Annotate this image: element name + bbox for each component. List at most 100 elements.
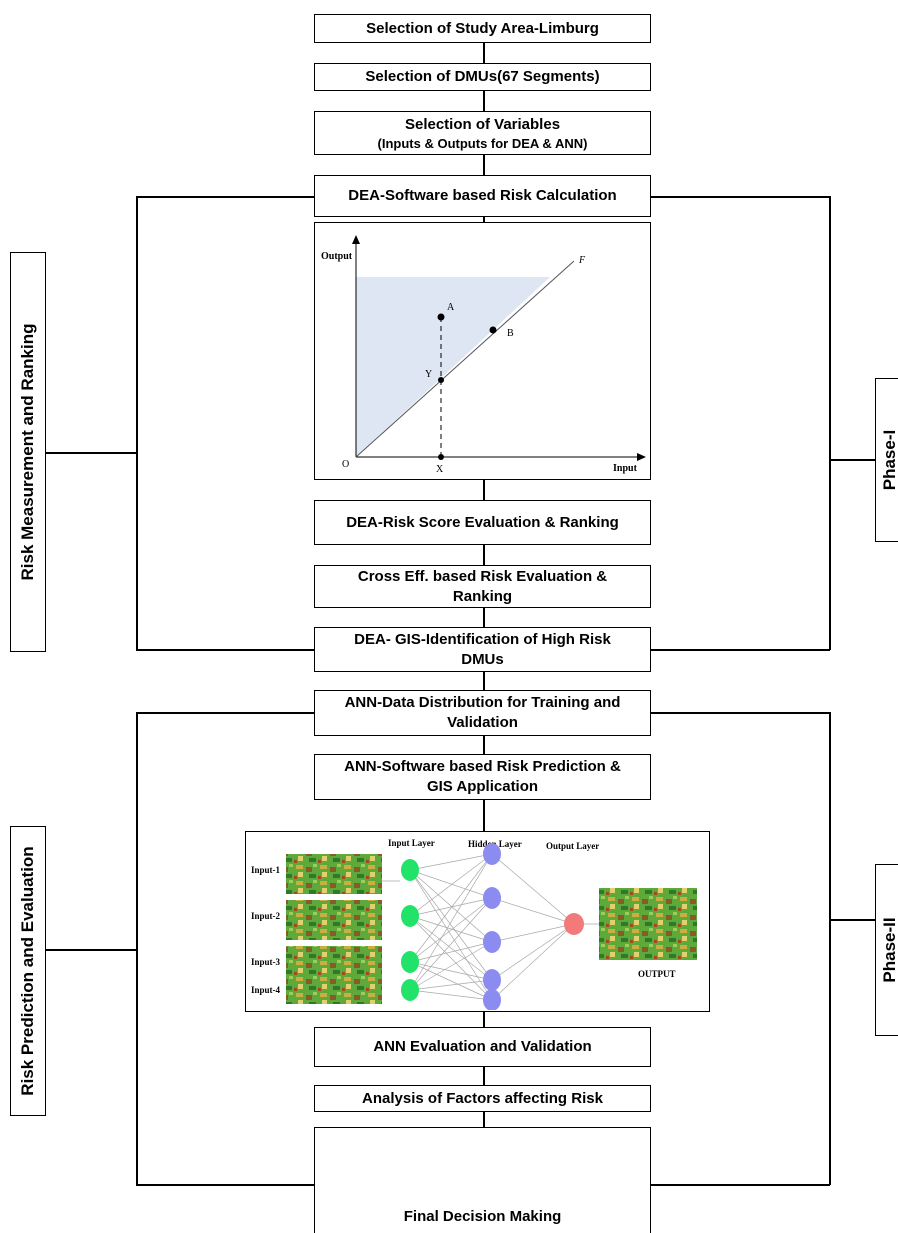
point-b — [489, 326, 497, 334]
network-edge — [409, 941, 493, 991]
bracket-line — [651, 712, 830, 714]
input-label-4: Input-4 — [251, 985, 281, 995]
phase-1-label: Phase-I — [875, 378, 898, 542]
x-axis-label: Input — [613, 463, 638, 474]
bracket-line — [136, 1184, 314, 1186]
neural-network-edges — [382, 853, 599, 1001]
bracket-line — [136, 649, 314, 651]
ann-data-step: ANN-Data Distribution for Training and V… — [314, 690, 651, 736]
point-x — [438, 454, 444, 460]
point-y-label: Y — [425, 369, 432, 380]
network-edge — [409, 915, 493, 1001]
cross-eff-step: Cross Eff. based Risk Evaluation & Ranki… — [314, 565, 651, 608]
input-node — [401, 979, 419, 1001]
risk-measurement-label: Risk Measurement and Ranking — [10, 252, 46, 652]
connector-line — [483, 800, 485, 831]
network-edge — [409, 853, 493, 963]
network-edge — [409, 897, 493, 917]
input-label-1: Input-1 — [251, 865, 281, 875]
network-edge — [409, 897, 493, 991]
network-edge — [409, 979, 493, 991]
hidden-node — [483, 843, 501, 865]
hidden-node — [483, 969, 501, 991]
network-edge — [409, 869, 493, 899]
network-edge — [491, 923, 575, 943]
input-node — [401, 951, 419, 973]
connector-line — [483, 480, 485, 500]
study-area-step: Selection of Study Area-Limburg — [314, 14, 651, 43]
bracket-line — [136, 712, 138, 1185]
bracket-line — [136, 196, 138, 650]
network-edge — [491, 897, 575, 925]
hidden-node — [483, 989, 501, 1010]
network-edge — [409, 941, 493, 963]
dea-plot-svg: Output Input O F A B Y X — [321, 235, 646, 475]
bracket-line — [651, 1184, 830, 1186]
network-edge — [409, 869, 493, 1001]
input-label-3: Input-3 — [251, 957, 281, 967]
input-layer-label: Input Layer — [388, 838, 435, 848]
origin-label: O — [342, 459, 349, 470]
input-node — [401, 905, 419, 927]
bracket-line — [46, 452, 137, 454]
frontier-line — [355, 260, 575, 458]
ann-eval-step: ANN Evaluation and Validation — [314, 1027, 651, 1067]
network-edge — [491, 923, 575, 1001]
x-axis-arrow — [637, 453, 646, 461]
dea-shaded-region — [356, 277, 550, 457]
network-edge — [409, 915, 493, 981]
connector-line — [483, 155, 485, 175]
output-map — [599, 888, 697, 960]
variables-step: Selection of Variables (Inputs & Outputs… — [314, 111, 651, 155]
hidden-node — [483, 887, 501, 909]
network-edge — [491, 853, 575, 925]
connector-line — [483, 1012, 485, 1027]
dmus-step: Selection of DMUs(67 Segments) — [314, 63, 651, 91]
frontier-label: F — [578, 255, 586, 266]
network-edge — [409, 869, 493, 981]
input-node — [401, 859, 419, 881]
bracket-line — [829, 196, 831, 650]
connector-line — [483, 608, 485, 627]
output-node — [564, 913, 584, 935]
final-decision-step: Final Decision Making — [314, 1127, 651, 1233]
point-x-label: X — [436, 464, 444, 475]
input-map-4 — [286, 974, 382, 1004]
connector-line — [483, 217, 485, 223]
connector-line — [483, 736, 485, 754]
bracket-line — [651, 649, 830, 651]
network-edge — [409, 989, 493, 1001]
bracket-line — [829, 712, 831, 1185]
point-b-label: B — [507, 328, 514, 339]
input-label-2: Input-2 — [251, 911, 281, 921]
bracket-line — [136, 196, 314, 198]
bracket-line — [46, 949, 137, 951]
risk-prediction-label: Risk Prediction and Evaluation — [10, 826, 46, 1116]
point-a — [437, 313, 445, 321]
connector-line — [483, 91, 485, 111]
bracket-line — [136, 712, 314, 714]
y-axis-arrow — [352, 235, 360, 244]
connector-line — [483, 545, 485, 565]
point-a-label: A — [447, 302, 455, 313]
point-y — [438, 377, 444, 383]
network-edge — [491, 923, 575, 981]
dea-score-step: DEA-Risk Score Evaluation & Ranking — [314, 500, 651, 545]
network-edge — [409, 869, 493, 943]
phase-2-label: Phase-II — [875, 864, 898, 1036]
dea-frontier-plot: Output Input O F A B Y X — [314, 222, 651, 480]
network-edge — [409, 961, 493, 1001]
dea-software-step: DEA-Software based Risk Calculation — [314, 175, 651, 217]
bracket-line — [651, 196, 830, 198]
network-edge — [409, 853, 493, 917]
neural-network-svg: Input-1 Input-2 Input-3 Input-4 Input La… — [246, 832, 708, 1010]
connector-line — [483, 1112, 485, 1127]
hidden-node — [483, 931, 501, 953]
y-axis-label: Output — [321, 251, 353, 262]
input-map-2 — [286, 900, 382, 940]
bracket-line — [829, 919, 875, 921]
connector-line — [483, 672, 485, 690]
network-edge — [409, 853, 493, 991]
output-layer-label: Output Layer — [546, 841, 599, 851]
connector-line — [483, 43, 485, 63]
